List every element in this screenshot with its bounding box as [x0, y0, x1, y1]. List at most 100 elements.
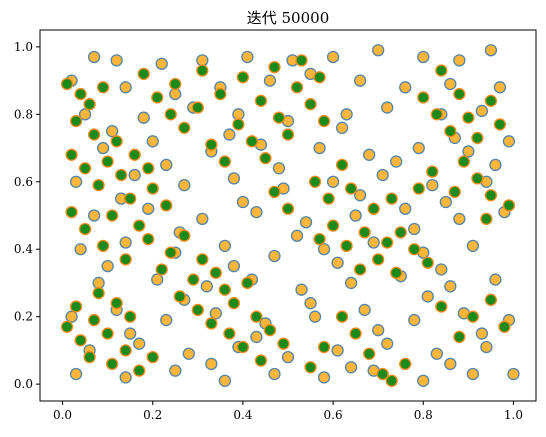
orange-point [155, 57, 168, 70]
green-point [335, 310, 349, 323]
x-tick-label: 0.0 [53, 408, 72, 422]
orange-point [268, 249, 281, 263]
orange-point [218, 239, 232, 253]
x-axis: 0.0 0.2 0.4 0.6 0.8 1.0 [53, 401, 523, 422]
orange-point [421, 290, 434, 303]
green-point [101, 327, 114, 340]
green-point [453, 330, 466, 344]
orange-point [363, 148, 376, 161]
green-point [408, 243, 421, 256]
orange-point [417, 50, 430, 64]
green-point [358, 226, 371, 239]
green-point [335, 158, 349, 172]
green-point [462, 111, 475, 124]
orange-point [160, 158, 173, 172]
orange-point [480, 340, 493, 354]
orange-point [74, 243, 87, 256]
orange-point [372, 324, 385, 337]
green-point [137, 67, 150, 80]
orange-point [444, 280, 457, 293]
orange-point [466, 367, 480, 381]
orange-point [299, 216, 313, 229]
green-point [78, 222, 92, 236]
green-point [376, 367, 389, 381]
orange-point [182, 347, 195, 360]
orange-point [200, 280, 213, 293]
orange-point [317, 243, 331, 256]
orange-point [69, 367, 83, 381]
orange-point [146, 135, 159, 148]
green-point [390, 266, 403, 279]
orange-point [417, 374, 430, 387]
green-point [115, 168, 128, 182]
green-point [313, 71, 326, 84]
orange-point [128, 168, 141, 182]
green-point [160, 199, 173, 212]
orange-point [151, 273, 164, 286]
green-point [290, 81, 304, 94]
orange-point [205, 357, 218, 371]
green-point [426, 165, 439, 178]
orange-point [137, 111, 150, 124]
green-point [218, 283, 232, 296]
green-point [259, 152, 272, 165]
green-point [304, 361, 317, 374]
orange-point [426, 178, 439, 192]
orange-point [169, 364, 182, 377]
orange-point [489, 273, 502, 286]
green-point [209, 266, 223, 279]
orange-point [399, 202, 412, 215]
green-point [394, 226, 407, 239]
orange-point [268, 367, 281, 381]
green-point [133, 219, 146, 232]
orange-point [444, 357, 457, 371]
green-point [502, 199, 516, 212]
green-point [65, 205, 78, 219]
green-point [78, 162, 92, 175]
green-point [399, 357, 412, 371]
green-point [205, 138, 218, 151]
orange-point [65, 310, 78, 323]
orange-point [462, 145, 475, 158]
green-point [448, 185, 461, 199]
green-point [69, 114, 83, 128]
orange-point [96, 141, 110, 155]
orange-point [218, 374, 232, 387]
orange-point [105, 125, 119, 138]
orange-point [507, 367, 520, 381]
green-point [236, 340, 250, 354]
green-point [480, 212, 493, 226]
green-point [295, 54, 308, 67]
green-point [372, 253, 385, 266]
orange-point [475, 104, 489, 118]
green-point [87, 128, 101, 141]
orange-point [430, 347, 443, 360]
green-point [96, 81, 110, 94]
green-point [60, 77, 74, 91]
orange-point [304, 297, 317, 310]
green-point [196, 64, 209, 77]
green-point [110, 297, 123, 310]
green-point [367, 202, 380, 215]
green-point [317, 114, 331, 128]
y-tick-label: 1.0 [14, 40, 33, 54]
green-point [308, 175, 322, 188]
orange-point [399, 81, 412, 94]
orange-point [502, 135, 516, 148]
green-point [250, 310, 263, 323]
orange-point [124, 327, 137, 340]
orange-point [358, 303, 371, 317]
orange-point [196, 54, 209, 67]
green-point [281, 202, 295, 215]
orange-point [236, 195, 250, 209]
orange-point [209, 307, 223, 320]
orange-point [344, 361, 358, 374]
green-point [187, 273, 200, 286]
green-point [254, 94, 268, 107]
orange-point [313, 141, 326, 155]
orange-point [223, 128, 236, 141]
orange-point [484, 44, 498, 57]
orange-point [250, 205, 263, 219]
green-point [227, 297, 241, 310]
